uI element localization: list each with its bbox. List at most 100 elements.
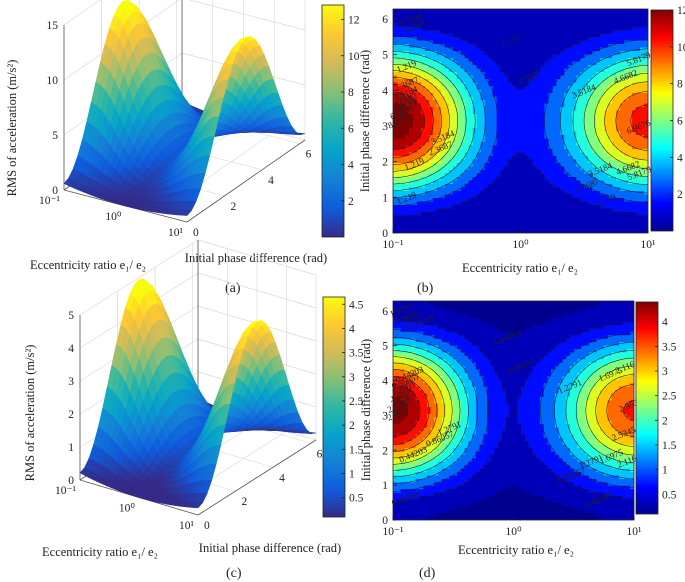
contour-cell <box>393 114 398 119</box>
contour-cell <box>524 30 530 35</box>
contour-cell <box>560 114 565 119</box>
contour-cell <box>556 229 561 233</box>
contour-cell <box>604 40 609 45</box>
contour-cell <box>480 93 486 98</box>
contour-cell <box>644 33 648 38</box>
contour-cell <box>536 194 542 199</box>
contour-cell <box>548 173 553 178</box>
contour-cell <box>548 33 553 38</box>
contour-cell <box>504 100 510 105</box>
contour-cell <box>504 93 510 98</box>
contour-cell <box>440 37 446 42</box>
contour-cell <box>500 170 506 175</box>
contour-cell <box>420 156 426 161</box>
contour-cell <box>576 86 581 91</box>
contour-cell <box>632 131 637 136</box>
contour-cell <box>588 16 593 21</box>
contour-cell <box>396 166 402 171</box>
contour-cell <box>468 58 474 63</box>
contour-cell <box>404 191 410 196</box>
contour-cell <box>572 72 577 77</box>
contour-cell <box>428 222 434 227</box>
contour-cell <box>540 219 546 224</box>
contour-cell <box>504 170 510 175</box>
contour-cell <box>452 96 458 101</box>
contour-cell <box>536 96 542 101</box>
contour-cell <box>644 47 648 52</box>
contour-cell <box>480 121 486 126</box>
contour-cell <box>476 145 482 150</box>
contour-cell <box>532 156 538 161</box>
contour-cell <box>516 222 522 227</box>
contour-cell <box>448 201 454 206</box>
contour-cell <box>416 79 422 84</box>
contour-cell <box>512 229 518 233</box>
contour-cell <box>440 212 446 217</box>
contour-cell <box>644 163 648 168</box>
contour-cell <box>444 61 450 66</box>
contour-cell <box>584 226 589 231</box>
contour-cell <box>564 86 569 91</box>
contour-cell <box>636 212 641 217</box>
contour-cell <box>444 212 450 217</box>
contour-cell <box>580 205 585 210</box>
contour-cell <box>560 166 565 171</box>
contour-cell <box>580 145 585 150</box>
contour-cell <box>424 79 430 84</box>
contour-cell <box>628 107 633 112</box>
contour-cell <box>580 16 585 21</box>
contour-cell <box>480 75 486 80</box>
contour-cell <box>424 229 430 233</box>
contour-cell <box>644 156 648 161</box>
contour-cell <box>524 68 530 73</box>
contour-cell <box>393 72 398 77</box>
contour-cell <box>548 222 553 227</box>
contour-cell <box>504 51 510 56</box>
contour-cell <box>580 103 585 108</box>
contour-cell <box>488 208 494 213</box>
contour-cell <box>504 86 510 91</box>
contour-cell <box>580 68 585 73</box>
contour-cell <box>452 107 458 112</box>
contour-cell <box>396 100 402 105</box>
contour-cell <box>636 107 641 112</box>
contour-cell <box>568 166 573 171</box>
contour-cell <box>612 229 617 233</box>
contour-cell <box>432 124 438 129</box>
contour-cell <box>552 163 557 168</box>
contour-cell <box>608 191 613 196</box>
contour-cell <box>604 156 609 161</box>
contour-cell <box>516 152 522 157</box>
contour-cell <box>496 47 502 52</box>
contour-cell <box>416 222 422 227</box>
x-tick-label: 10⁰ <box>512 239 529 251</box>
contour-cell <box>604 79 609 84</box>
contour-cell <box>604 100 609 105</box>
contour-cell <box>476 191 482 196</box>
contour-cell <box>484 58 490 63</box>
contour-cell <box>624 222 629 227</box>
contour-cell <box>492 215 498 220</box>
contour-cell <box>404 96 410 101</box>
contour-cell <box>624 37 629 42</box>
contour-cell <box>600 33 605 38</box>
contour-cell <box>588 40 593 45</box>
contour-cell <box>400 86 406 91</box>
contour-cell <box>440 40 446 45</box>
contour-cell <box>424 170 430 175</box>
contour-cell <box>540 145 546 150</box>
contour-cell <box>592 37 597 42</box>
contour-cell <box>500 93 506 98</box>
contour-cell <box>632 19 637 24</box>
contour-cell <box>584 152 589 157</box>
contour-cell <box>420 65 426 70</box>
contour-cell <box>400 23 406 28</box>
contour-cell <box>644 40 648 45</box>
contour-cell <box>624 110 629 115</box>
contour-cell <box>400 68 406 73</box>
contour-cell <box>620 135 625 140</box>
contour-cell <box>552 219 557 224</box>
contour-cell <box>592 205 597 210</box>
contour-cell <box>512 47 518 52</box>
contour-cell <box>500 44 506 49</box>
